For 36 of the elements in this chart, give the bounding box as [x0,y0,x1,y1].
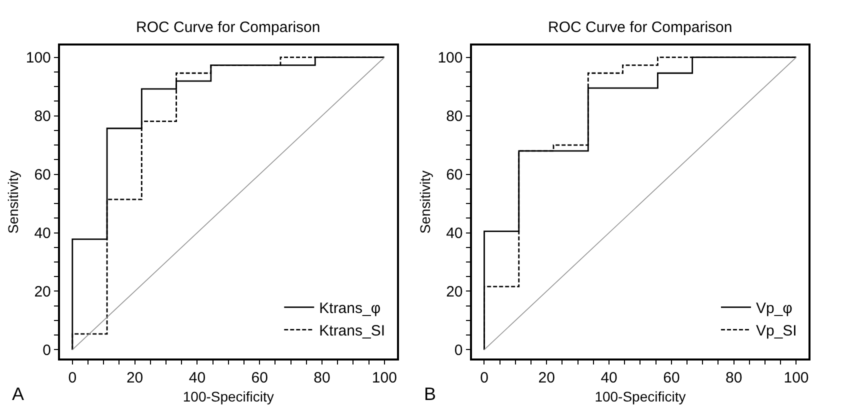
x-axis-title: 100-Specificity [182,388,274,404]
y-tick-label: 20 [34,283,51,300]
legend-label: Ktrans_SI [319,322,386,340]
text: A [12,384,24,404]
x-tick-label: 100 [372,369,397,386]
x-tick-label: 20 [538,369,555,386]
y-axis-title: Sensitivity [4,170,21,234]
text: B [424,384,436,404]
x-tick-label: 100 [784,369,809,386]
y-tick-label: 80 [34,108,51,126]
x-tick-label: 0 [480,369,488,386]
y-tick-label: 100 [438,50,463,67]
x-tick-label: 20 [126,369,144,386]
y-tick-label: 100 [26,50,51,67]
x-tick-label: 40 [600,369,618,386]
x-tick-label: 80 [725,369,742,386]
y-tick-label: 80 [446,108,463,126]
legend-label: Vp_SI [756,322,797,340]
y-tick-label: 0 [42,342,51,359]
y-axis-title: Sensitivity [416,170,433,234]
y-tick-label: 60 [34,166,51,184]
x-tick-label: 60 [251,369,268,386]
x-axis-title: 100-Specificity [594,388,686,404]
chart-title: ROC Curve for Comparison [548,19,732,36]
y-tick-label: 0 [454,342,463,359]
x-tick-label: 60 [663,369,680,386]
chart-title: ROC Curve for Comparison [136,19,320,36]
y-tick-label: 60 [446,166,463,184]
x-tick-label: 40 [188,369,206,386]
legend-label: Ktrans_φ [319,300,381,318]
legend-label: Vp_φ [756,300,793,318]
y-tick-label: 20 [446,283,463,300]
x-tick-label: 80 [314,369,330,386]
y-tick-label: 40 [34,225,51,242]
y-tick-label: 40 [446,225,463,242]
x-tick-label: 0 [68,369,77,386]
